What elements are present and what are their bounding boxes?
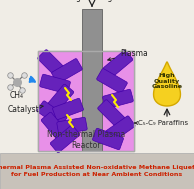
FancyBboxPatch shape — [50, 125, 80, 153]
FancyBboxPatch shape — [40, 74, 70, 94]
Bar — [38, 51, 82, 151]
FancyArrowPatch shape — [29, 77, 35, 82]
FancyBboxPatch shape — [103, 89, 133, 109]
FancyBboxPatch shape — [53, 98, 83, 120]
Text: C₅-C₉ Paraffins: C₅-C₉ Paraffins — [135, 120, 188, 126]
FancyBboxPatch shape — [41, 112, 69, 142]
FancyBboxPatch shape — [37, 101, 67, 127]
Bar — [82, 9, 102, 51]
Polygon shape — [154, 62, 180, 106]
FancyBboxPatch shape — [103, 50, 133, 78]
Text: High
Quality
Gasoline: High Quality Gasoline — [152, 73, 183, 89]
FancyBboxPatch shape — [97, 69, 127, 93]
Bar — [0, 153, 194, 189]
Text: Plasma: Plasma — [108, 49, 148, 61]
FancyBboxPatch shape — [98, 100, 126, 128]
Bar — [82, 51, 102, 151]
FancyBboxPatch shape — [46, 84, 74, 114]
FancyBboxPatch shape — [105, 116, 135, 142]
Text: Catalyst: Catalyst — [8, 105, 43, 114]
Text: Non-thermal Plasma
Reactor: Non-thermal Plasma Reactor — [47, 130, 125, 150]
Text: High Voltage: High Voltage — [68, 0, 117, 2]
Bar — [102, 51, 134, 151]
FancyBboxPatch shape — [57, 117, 87, 135]
Bar — [38, 51, 134, 151]
Text: CH₄: CH₄ — [10, 91, 24, 99]
Text: Non-thermal Plasma Assisted Non-oxidative Methane Liquefaction
for Fuel Producti: Non-thermal Plasma Assisted Non-oxidativ… — [0, 165, 194, 177]
FancyBboxPatch shape — [52, 59, 82, 83]
FancyBboxPatch shape — [93, 128, 123, 150]
Bar — [38, 51, 134, 151]
FancyBboxPatch shape — [38, 50, 66, 78]
